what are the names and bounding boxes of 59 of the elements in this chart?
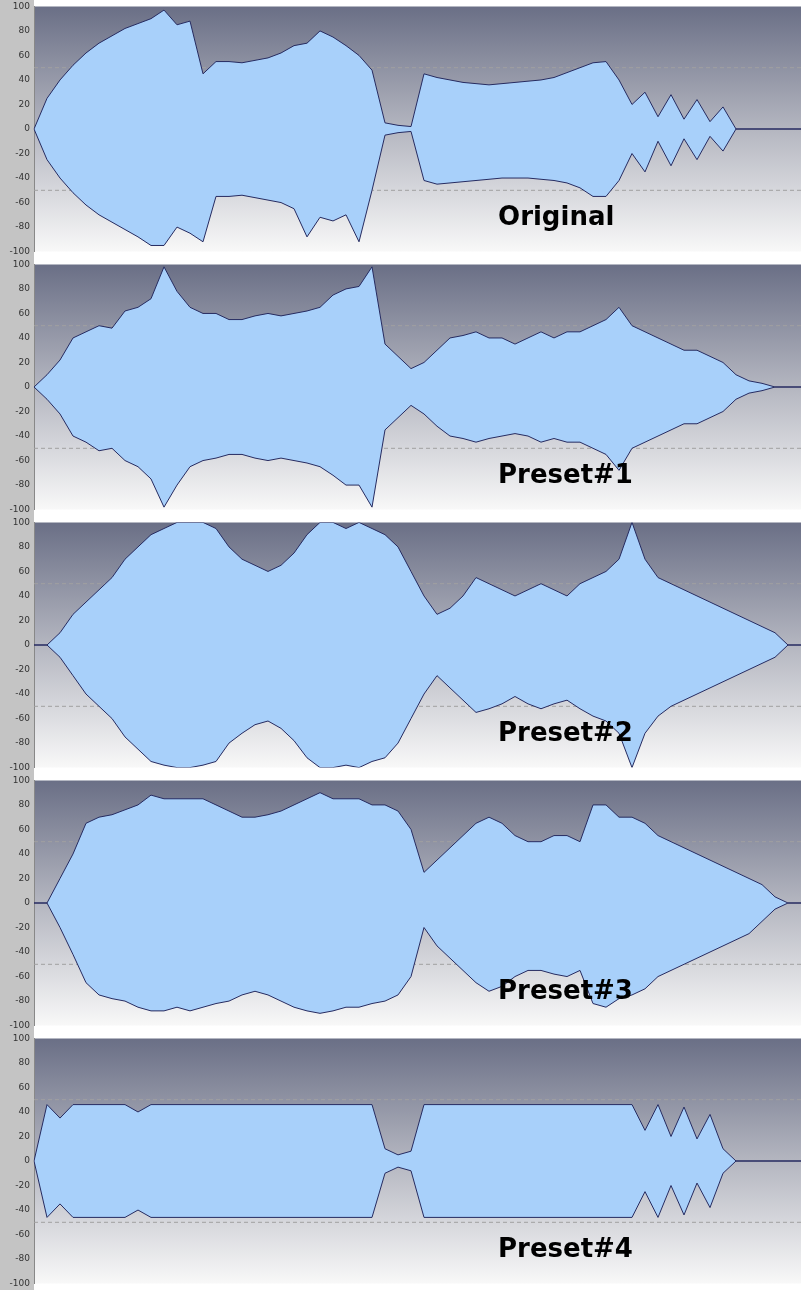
y-tick-label: -20 — [15, 405, 31, 416]
y-tick-label: -60 — [15, 970, 31, 981]
text: Original — [498, 201, 615, 232]
y-tick-label: -60 — [15, 712, 31, 723]
y-tick-label: -60 — [15, 1228, 31, 1239]
y-tick-label: 40 — [18, 590, 31, 601]
y-tick-label: -60 — [15, 196, 31, 207]
y-tick-label: -100 — [9, 503, 31, 514]
y-tick-label: 60 — [18, 49, 31, 60]
y-tick-label: 80 — [18, 283, 31, 294]
y-tick-label: 80 — [18, 25, 31, 36]
y-tick-label: 20 — [18, 98, 31, 109]
y-tick-label: 20 — [18, 356, 31, 367]
y-tick-label: 0 — [24, 1155, 31, 1166]
y-tick-label: 80 — [18, 799, 31, 810]
y-tick-label: 100 — [12, 774, 31, 785]
y-tick-label: -40 — [15, 1204, 31, 1215]
y-tick-label: 100 — [12, 1032, 31, 1043]
y-tick-label: 60 — [18, 823, 31, 834]
y-tick-label: -20 — [15, 1179, 31, 1190]
y-tick-label: -40 — [15, 688, 31, 699]
y-tick-label: -100 — [9, 1277, 31, 1288]
text: Preset#2 — [498, 717, 633, 748]
text: Preset#4 — [498, 1233, 633, 1264]
y-tick-label: 100 — [12, 0, 31, 11]
y-tick-label: 20 — [18, 872, 31, 883]
y-tick-label: 100 — [12, 258, 31, 269]
y-tick-label: -40 — [15, 946, 31, 957]
y-tick-label: 0 — [24, 897, 31, 908]
y-tick-label: -20 — [15, 921, 31, 932]
y-tick-label: 60 — [18, 565, 31, 576]
y-tick-label: -80 — [15, 1253, 31, 1264]
y-tick-label: 80 — [18, 541, 31, 552]
y-tick-label: -100 — [9, 1019, 31, 1030]
y-tick-label: 0 — [24, 381, 31, 392]
y-tick-label: 100 — [12, 516, 31, 527]
y-tick-label: 20 — [18, 1130, 31, 1141]
y-tick-label: 0 — [24, 123, 31, 134]
text: Preset#1 — [498, 459, 633, 490]
y-tick-label: -80 — [15, 221, 31, 232]
y-tick-label: -100 — [9, 245, 31, 256]
y-tick-label: -80 — [15, 995, 31, 1006]
y-tick-label: -20 — [15, 663, 31, 674]
y-tick-label: 80 — [18, 1057, 31, 1068]
y-tick-label: -80 — [15, 737, 31, 748]
y-tick-label: 0 — [24, 639, 31, 650]
y-tick-label: -40 — [15, 172, 31, 183]
y-tick-label: 40 — [18, 332, 31, 343]
y-tick-label: -60 — [15, 454, 31, 465]
y-tick-label: 60 — [18, 307, 31, 318]
y-tick-label: 40 — [18, 848, 31, 859]
y-tick-label: -20 — [15, 147, 31, 158]
y-tick-label: 40 — [18, 74, 31, 85]
y-tick-label: -40 — [15, 430, 31, 441]
y-tick-label: 60 — [18, 1081, 31, 1092]
y-tick-label: -100 — [9, 761, 31, 772]
y-tick-label: -80 — [15, 479, 31, 490]
y-tick-label: 20 — [18, 614, 31, 625]
y-tick-label: 40 — [18, 1106, 31, 1117]
